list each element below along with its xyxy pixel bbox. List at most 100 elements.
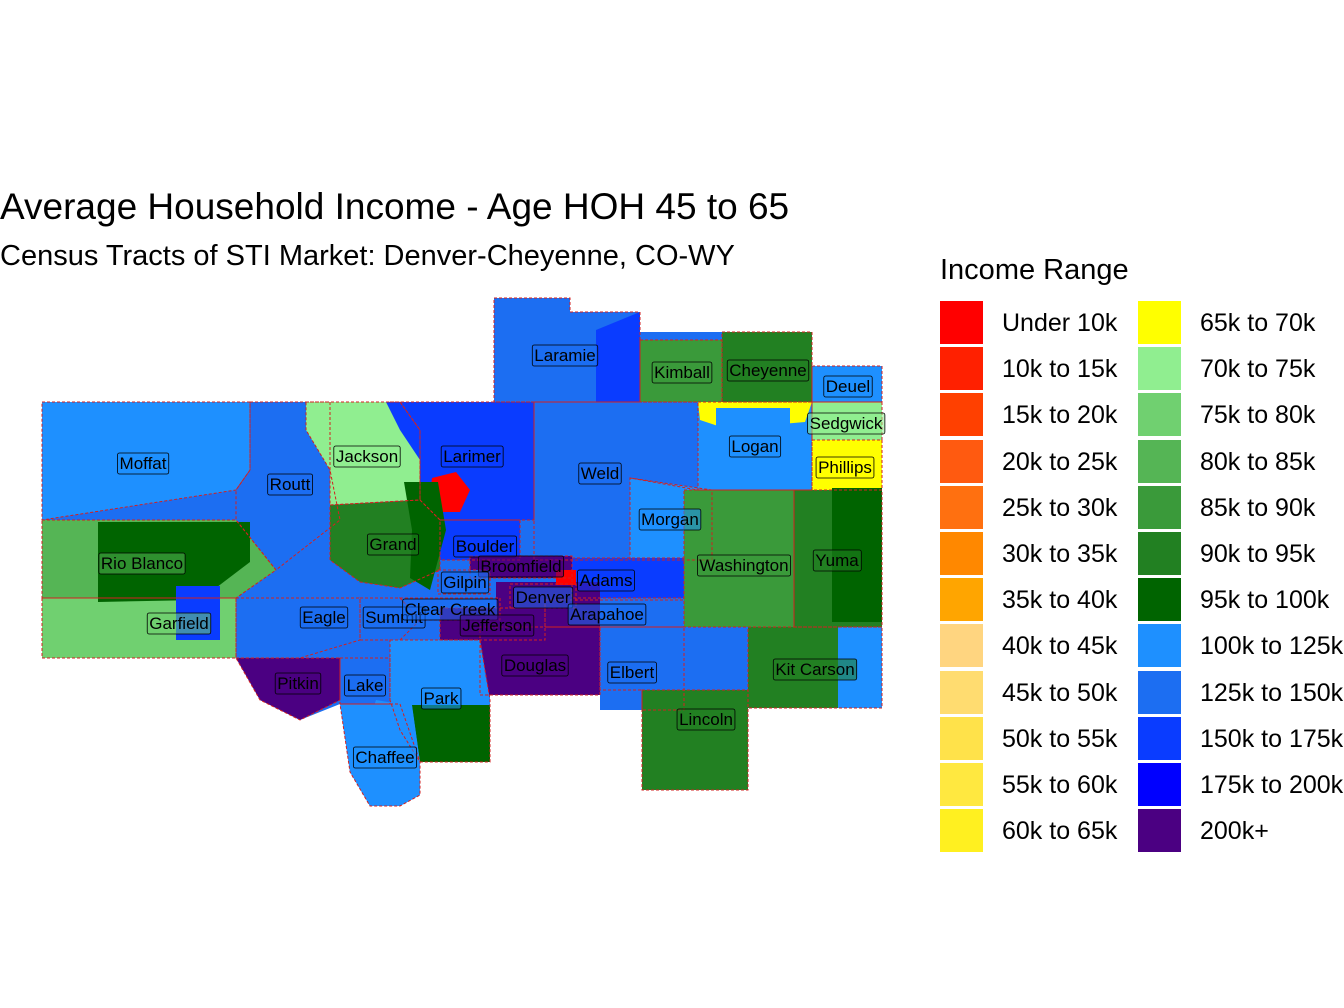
- legend-label: 45k to 50k: [1002, 678, 1118, 707]
- legend-label: 70k to 75k: [1200, 355, 1316, 384]
- legend-swatch: [1138, 347, 1181, 391]
- legend-swatch: [1138, 716, 1181, 760]
- county-label-garfield: Garfield: [146, 612, 212, 635]
- boundary-eagle: [235, 597, 361, 659]
- county-label-arapahoe: Arapahoe: [567, 603, 647, 626]
- county-label-adams: Adams: [577, 569, 635, 592]
- legend-swatch: [940, 485, 983, 529]
- legend-label: 60k to 65k: [1002, 817, 1118, 846]
- boundary-chaffee: [339, 703, 421, 807]
- svg-text:Deuel: Deuel: [826, 377, 870, 396]
- legend-swatch: [1138, 439, 1181, 483]
- boundary-gilpin: [437, 569, 491, 595]
- legend-label: 15k to 20k: [1002, 401, 1118, 430]
- boundary-yuma: [793, 489, 883, 628]
- svg-text:Garfield: Garfield: [149, 614, 209, 633]
- county-label-weld: Weld: [578, 462, 622, 485]
- county-label-washington: Washington: [697, 554, 791, 577]
- county-label-moffat: Moffat: [117, 452, 170, 475]
- legend-label: 100k to 125k: [1200, 632, 1344, 661]
- county-label-grand: Grand: [366, 533, 420, 556]
- legend-swatch: [940, 809, 983, 853]
- svg-text:Laramie: Laramie: [534, 346, 595, 365]
- county-lincoln: [642, 690, 748, 790]
- legend-label: 25k to 30k: [1002, 493, 1118, 522]
- boundary-summit: [359, 597, 421, 641]
- county-label-boulder: Boulder: [453, 535, 518, 558]
- county-label-elbert: Elbert: [607, 661, 657, 684]
- svg-text:Arapahoe: Arapahoe: [570, 605, 644, 624]
- tract-lightblue-kit-carson: [838, 627, 882, 708]
- svg-text:Cheyenne: Cheyenne: [729, 361, 807, 380]
- county-label-yuma: Yuma: [812, 549, 862, 572]
- boundary-jackson: [305, 401, 421, 506]
- svg-text:Yuma: Yuma: [815, 551, 859, 570]
- legend-label: 80k to 85k: [1200, 447, 1316, 476]
- legend-swatch: [940, 393, 983, 437]
- legend-swatch: [940, 439, 983, 483]
- svg-text:Pitkin: Pitkin: [277, 674, 319, 693]
- tract-blue-laramie: [596, 312, 640, 402]
- legend-swatch: [1138, 485, 1181, 529]
- county-label-pitkin: Pitkin: [274, 672, 322, 695]
- county-label-sedgwick: Sedgwick: [807, 412, 886, 435]
- boundary-kimball: [639, 339, 723, 403]
- legend-label: 95k to 100k: [1200, 586, 1330, 615]
- county-label-clear-creek: Clear Creek: [402, 598, 499, 621]
- county-label-jackson: Jackson: [333, 445, 401, 468]
- county-label-rio-blanco: Rio Blanco: [98, 552, 186, 575]
- county-label-logan: Logan: [728, 435, 782, 458]
- boundary-park: [389, 639, 491, 763]
- legend-swatch: [940, 578, 983, 622]
- boundary-douglas: [479, 626, 601, 696]
- legend-swatch: [940, 670, 983, 714]
- legend-label: 200k+: [1200, 817, 1269, 846]
- svg-text:Routt: Routt: [270, 475, 311, 494]
- legend-title: Income Range: [940, 254, 1129, 286]
- legend-label: Under 10k: [1002, 309, 1118, 337]
- legend-swatch: [1138, 578, 1181, 622]
- svg-text:Adams: Adams: [580, 571, 633, 590]
- county-label-lake: Lake: [344, 674, 386, 697]
- svg-text:Morgan: Morgan: [641, 510, 699, 529]
- county-label-lincoln: Lincoln: [676, 708, 736, 731]
- legend-label: 150k to 175k: [1200, 724, 1344, 753]
- svg-text:Grand: Grand: [369, 535, 416, 554]
- county-label-routt: Routt: [267, 473, 313, 496]
- county-label-cheyenne: Cheyenne: [726, 359, 810, 382]
- legend-swatch: [940, 347, 983, 391]
- svg-text:Phillips: Phillips: [818, 458, 872, 477]
- boundary-garfield: [41, 597, 237, 659]
- county-label-jefferson: Jefferson: [459, 614, 535, 637]
- legend-label: 125k to 150k: [1200, 678, 1344, 707]
- svg-text:Logan: Logan: [731, 437, 778, 456]
- boundary-arapahoe: [544, 599, 685, 628]
- svg-text:Moffat: Moffat: [120, 454, 167, 473]
- county-label-douglas: Douglas: [501, 654, 569, 677]
- legend-swatch: [940, 716, 983, 760]
- county-label-kimball: Kimball: [651, 361, 713, 384]
- svg-text:Chaffee: Chaffee: [355, 748, 414, 767]
- legend-swatch: [940, 763, 983, 806]
- legend-label: 55k to 60k: [1002, 771, 1118, 799]
- legend-label: 85k to 90k: [1200, 493, 1316, 522]
- svg-text:Sedgwick: Sedgwick: [810, 414, 883, 433]
- boundary-elbert: [599, 626, 685, 711]
- boundary-kit-carson: [747, 626, 883, 709]
- legend-label: 175k to 200k: [1200, 771, 1344, 799]
- county-label-phillips: Phillips: [815, 456, 875, 479]
- svg-text:Broomfield: Broomfield: [480, 557, 561, 576]
- svg-text:Kit Carson: Kit Carson: [775, 660, 854, 679]
- legend-swatch: [1138, 624, 1181, 668]
- choropleth-map: Laramie Kimball Cheyenne Deuel Sedgwick Logan…: [41, 297, 886, 807]
- svg-text:Gilpin: Gilpin: [443, 573, 486, 592]
- county-label-broomfield: Broomfield: [477, 555, 565, 578]
- county-label-morgan: Morgan: [638, 508, 702, 531]
- svg-text:Douglas: Douglas: [504, 656, 566, 675]
- legend-swatch: [1138, 301, 1181, 344]
- county-label-larimer: Larimer: [440, 445, 504, 468]
- legend-label: 75k to 80k: [1200, 401, 1316, 430]
- boundary-grand: [329, 499, 441, 589]
- svg-text:Elbert: Elbert: [610, 663, 655, 682]
- legend-label: 50k to 55k: [1002, 724, 1118, 753]
